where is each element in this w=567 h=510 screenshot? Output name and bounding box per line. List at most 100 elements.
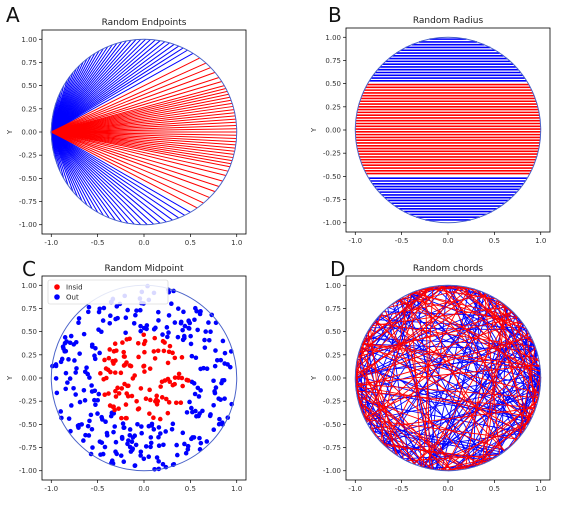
scatter-point-outside	[200, 408, 205, 414]
scatter-point-outside	[175, 306, 181, 311]
scatter-point-outside	[201, 365, 206, 371]
scatter-point-outside	[113, 449, 118, 454]
scatter-point-outside	[194, 308, 199, 314]
scatter-point-outside	[181, 309, 186, 315]
x-tick-label: 0.5	[185, 239, 196, 247]
chord-line	[367, 285, 459, 425]
scatter-point-outside	[207, 413, 213, 419]
chord-line	[464, 299, 498, 470]
scatter-point-inside	[167, 343, 173, 349]
scatter-point-outside	[214, 357, 220, 363]
scatter-point-inside	[123, 402, 129, 407]
scatter-point-inside	[141, 332, 147, 338]
scatter-point-inside	[129, 393, 135, 399]
scatter-point-outside	[196, 394, 202, 399]
x-tick-label: 0.0	[138, 239, 149, 247]
scatter-point-outside	[151, 327, 157, 332]
y-tick-label: 0.75	[21, 305, 37, 313]
scatter-point-outside	[138, 449, 144, 455]
y-tick-label: -0.25	[19, 152, 37, 160]
scatter-point-inside	[113, 388, 118, 394]
y-tick-label: 0.75	[325, 305, 341, 313]
x-tick-label: -0.5	[395, 237, 409, 245]
x-tick-label: -0.5	[91, 239, 105, 247]
scatter-point-inside	[115, 385, 120, 391]
scatter-point-outside	[111, 429, 116, 435]
scatter-point-inside	[165, 360, 171, 366]
scatter-point-outside	[197, 435, 202, 441]
chord-line	[51, 131, 234, 159]
scatter-point-inside	[172, 381, 177, 387]
chord-line	[50, 131, 161, 224]
scatter-point-outside	[95, 397, 101, 403]
scatter-point-inside	[158, 384, 163, 389]
chord-line	[477, 290, 541, 388]
chord-line	[484, 292, 501, 456]
y-tick-label: 0.00	[21, 129, 37, 137]
scatter-point-outside	[185, 443, 191, 449]
scatter-point-inside	[136, 406, 142, 411]
chord-line	[355, 389, 428, 469]
chord-line	[51, 67, 211, 133]
scatter-point-outside	[65, 380, 70, 385]
scatter-point-outside	[123, 315, 129, 321]
scatter-point-inside	[141, 341, 147, 347]
chord-line	[358, 400, 524, 434]
chord-line	[51, 47, 184, 133]
chord-line	[367, 331, 397, 455]
chart-title: Random chords	[413, 264, 484, 274]
chord-line	[50, 131, 122, 223]
y-tick-label: 0.00	[21, 375, 37, 383]
scatter-point-outside	[148, 444, 153, 450]
scatter-point-outside	[89, 426, 95, 432]
scatter-point-outside	[138, 453, 143, 458]
scatter-point-inside	[130, 376, 136, 381]
scatter-point-outside	[121, 425, 127, 430]
chord-line	[357, 320, 376, 355]
x-tick-label: -1.0	[44, 485, 58, 493]
chord-line	[51, 81, 222, 133]
chord-line	[364, 418, 518, 440]
scatter-point-outside	[135, 422, 140, 427]
scatter-point-outside	[133, 442, 139, 448]
chord-line	[50, 43, 175, 133]
scatter-point-outside	[204, 439, 210, 444]
scatter-point-inside	[162, 378, 168, 383]
chord-line	[50, 131, 99, 213]
chord-line	[50, 131, 93, 210]
y-tick-label: -1.00	[19, 467, 37, 475]
chord-line	[51, 131, 235, 155]
chord-line	[361, 343, 541, 372]
chord-line	[357, 400, 454, 471]
scatter-point-inside	[148, 397, 153, 403]
scatter-point-outside	[195, 327, 200, 333]
scatter-point-outside	[76, 316, 82, 321]
scatter-point-outside	[86, 433, 92, 438]
scatter-point-outside	[85, 309, 91, 315]
chord-line	[51, 85, 225, 133]
scatter-point-inside	[98, 371, 103, 376]
scatter-point-inside	[118, 370, 124, 376]
scatter-point-outside	[67, 376, 73, 381]
scatter-point-outside	[53, 376, 59, 381]
scatter-point-outside	[152, 466, 157, 472]
chord-line	[51, 131, 220, 187]
y-tick-label: -0.50	[323, 173, 341, 181]
chord-line	[50, 40, 127, 133]
scatter-point-inside	[142, 349, 147, 355]
scatter-point-outside	[158, 431, 163, 436]
scatter-point-inside	[161, 348, 167, 354]
chord-line	[51, 115, 236, 133]
scatter-point-outside	[71, 342, 77, 347]
scatter-point-outside	[58, 359, 64, 365]
scatter-point-inside	[172, 355, 178, 361]
scatter-point-inside	[170, 350, 175, 356]
scatter-point-inside	[157, 416, 163, 422]
scatter-point-outside	[115, 315, 120, 321]
scatter-point-outside	[85, 371, 91, 377]
chord-line	[444, 459, 491, 472]
scatter-point-inside	[180, 383, 185, 389]
scatter-point-inside	[111, 349, 117, 354]
scatter-point-outside	[149, 421, 155, 427]
scatter-point-outside	[58, 409, 64, 414]
